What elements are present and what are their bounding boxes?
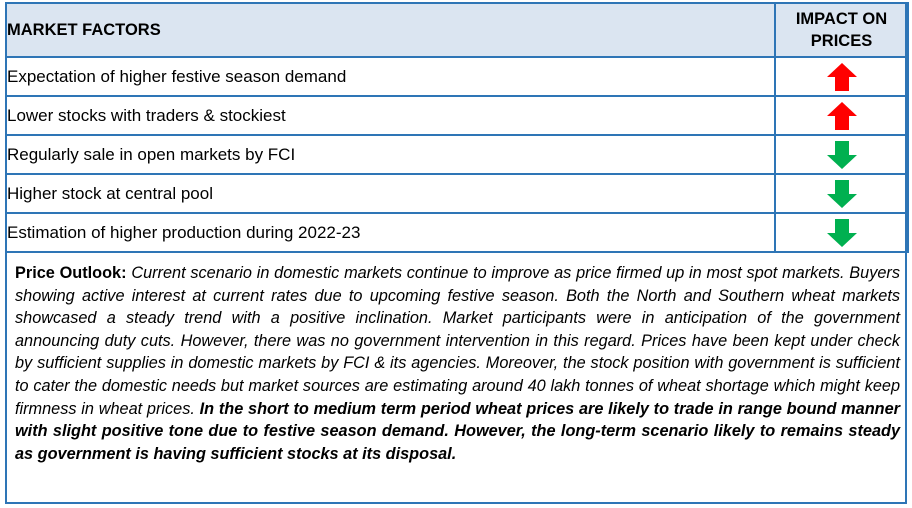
market-factors-table: MARKET FACTORS IMPACT ON PRICES Expectat… <box>5 2 909 253</box>
impact-cell <box>774 173 909 214</box>
header-impact-text: IMPACT ON PRICES <box>795 10 888 50</box>
arrow-down-icon <box>826 179 857 208</box>
price-outlook-body: Current scenario in domestic markets con… <box>15 264 900 418</box>
factor-label: Estimation of higher production during 2… <box>5 212 776 253</box>
table-row: Regularly sale in open markets by FCI <box>5 134 909 175</box>
header-market-factors: MARKET FACTORS <box>5 2 776 58</box>
table-header-row: MARKET FACTORS IMPACT ON PRICES <box>5 2 909 58</box>
price-outlook-label: Price Outlook: <box>15 264 127 282</box>
factor-label: Lower stocks with traders & stockiest <box>5 95 776 136</box>
price-outlook: Price Outlook: Current scenario in domes… <box>15 262 900 465</box>
impact-cell <box>774 134 909 175</box>
table-row: Expectation of higher festive season dem… <box>5 56 909 97</box>
factor-label: Regularly sale in open markets by FCI <box>5 134 776 175</box>
outer-frame <box>5 2 907 504</box>
arrow-up-icon <box>826 101 857 130</box>
table-row: Higher stock at central pool <box>5 173 909 214</box>
impact-cell <box>774 212 909 253</box>
price-outlook-conclusion: In the short to medium term period wheat… <box>15 399 900 463</box>
header-impact-on-prices: IMPACT ON PRICES <box>774 2 909 58</box>
impact-cell <box>774 95 909 136</box>
table-row: Lower stocks with traders & stockiest <box>5 95 909 136</box>
factor-label: Expectation of higher festive season dem… <box>5 56 776 97</box>
table-row: Estimation of higher production during 2… <box>5 212 909 253</box>
impact-cell <box>774 56 909 97</box>
arrow-down-icon <box>826 218 857 247</box>
arrow-up-icon <box>826 62 857 91</box>
factor-label: Higher stock at central pool <box>5 173 776 214</box>
arrow-down-icon <box>826 140 857 169</box>
